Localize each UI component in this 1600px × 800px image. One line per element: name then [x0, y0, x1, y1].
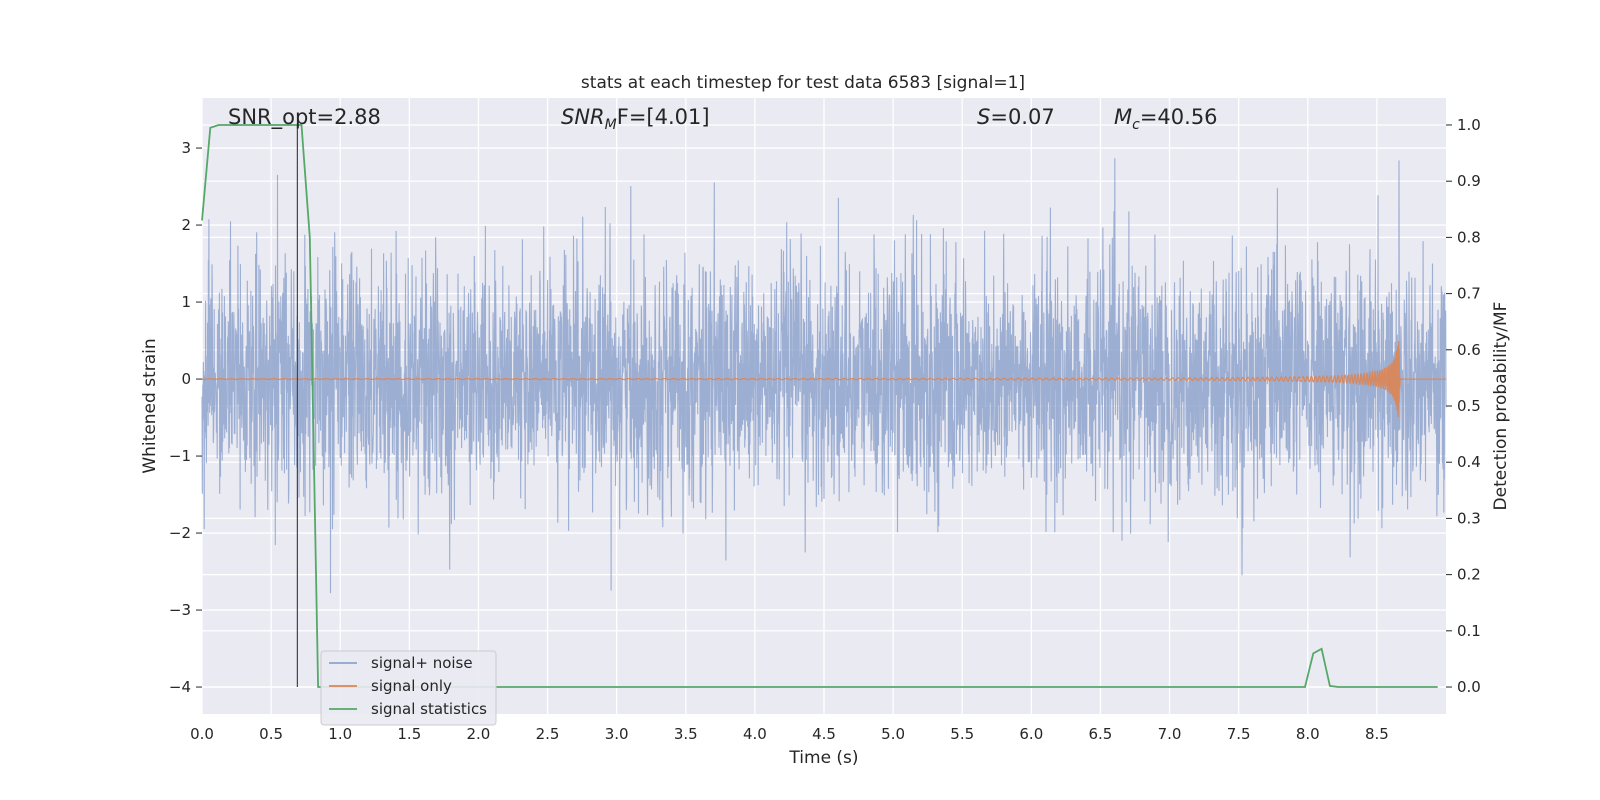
x-tick-label: 4.5: [812, 725, 836, 743]
y-tick-label: −1: [169, 447, 191, 465]
x-tick-label: 1.0: [328, 725, 352, 743]
y2-tick-label: 0.1: [1457, 622, 1481, 640]
x-tick-label: 4.0: [743, 725, 767, 743]
annotation-s-val: =0.07: [990, 105, 1054, 129]
annotation-snr-opt: SNR_opt=2.88: [228, 105, 381, 130]
x-tick-label: 2.0: [467, 725, 491, 743]
series-signal-only: [202, 340, 1446, 418]
x-tick-label: 7.5: [1227, 725, 1251, 743]
y2-tick-label: 0.2: [1457, 566, 1481, 584]
legend-label-signal-statistics: signal statistics: [371, 700, 487, 718]
y2-tick-label: 0.6: [1457, 341, 1481, 359]
y2-tick-label: 0.8: [1457, 228, 1481, 246]
annotation-s-var: S: [977, 105, 990, 129]
annotation-mc: Mc=40.56: [1114, 105, 1218, 133]
y-axis-label: Whitened strain: [140, 338, 160, 473]
y2-tick-label: 0.0: [1457, 678, 1481, 696]
series-signal-plus-noise: [201, 158, 1447, 594]
legend-label-signal-plus-noise: signal+ noise: [371, 654, 473, 672]
x-tick-label: 8.0: [1296, 725, 1320, 743]
x-tick-label: 5.5: [950, 725, 974, 743]
x-tick-label: 0.0: [190, 725, 214, 743]
x-tick-label: 0.5: [259, 725, 283, 743]
x-tick-label: 6.0: [1019, 725, 1043, 743]
annotation-mc-var: M: [1114, 105, 1132, 129]
x-axis-label: Time (s): [788, 748, 858, 768]
annotation-snr-mf-sub: M: [605, 117, 617, 133]
y2-tick-label: 0.4: [1457, 453, 1481, 471]
x-tick-label: 1.5: [397, 725, 421, 743]
y2-axis-label: Detection probability/MF: [1491, 302, 1511, 511]
annotation-snr-mf: SNRMF=[4.01]: [561, 105, 710, 133]
y-tick-label: 3: [181, 139, 191, 157]
y-tick-label: 0: [181, 370, 191, 388]
x-tick-label: 3.0: [605, 725, 629, 743]
y-tick-label: 1: [181, 293, 191, 311]
y-tick-label: −2: [169, 524, 191, 542]
y2-tick-label: 0.5: [1457, 397, 1481, 415]
x-tick-label: 8.5: [1365, 725, 1389, 743]
annotation-snr-mf-rest: F=[4.01]: [617, 105, 710, 129]
y2-tick-label: 0.7: [1457, 285, 1481, 303]
annotation-mc-sub: c: [1132, 117, 1140, 133]
x-tick-label: 2.5: [536, 725, 560, 743]
y2-tick-label: 0.9: [1457, 172, 1481, 190]
signal-plus-noise-line: [201, 158, 1447, 594]
annotation-mc-val: =40.56: [1140, 105, 1218, 129]
y2-tick-label: 1.0: [1457, 116, 1481, 134]
y-tick-label: −3: [169, 601, 191, 619]
y-axis-ticks: 3 2 1 0 −1 −2 −3 −4: [169, 139, 202, 696]
x-tick-label: 7.0: [1158, 725, 1182, 743]
y2-axis-ticks: 1.0 0.9 0.8 0.7 0.6 0.5 0.4 0.3 0.2 0.1 0.0: [1446, 116, 1481, 696]
annotation-snr-mf-base: SNR: [561, 105, 605, 129]
signal-only-line: [202, 340, 1446, 418]
y-tick-label: −4: [169, 678, 191, 696]
x-tick-label: 3.5: [674, 725, 698, 743]
legend-box: [320, 650, 497, 726]
legend: signal+ noise signal only signal statist…: [320, 650, 497, 726]
x-axis-ticks: 0.0 0.5 1.0 1.5 2.0 2.5 3.0 3.5 4.0 4.5 5.0 5.5 6.0 6…: [190, 725, 1389, 743]
x-tick-label: 5.0: [881, 725, 905, 743]
legend-label-signal-only: signal only: [371, 677, 452, 695]
chart-title: stats at each timestep for test data 658…: [581, 73, 1025, 93]
y-tick-label: 2: [181, 216, 191, 234]
x-tick-label: 6.5: [1089, 725, 1113, 743]
y2-tick-label: 0.3: [1457, 509, 1481, 527]
annotation-s: S=0.07: [977, 105, 1055, 129]
